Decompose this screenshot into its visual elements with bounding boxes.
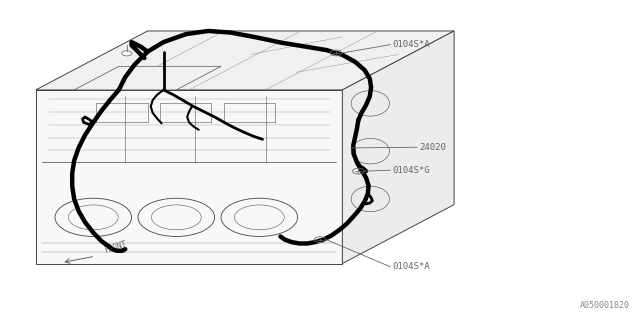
Text: 0104S*A: 0104S*A — [393, 40, 431, 49]
Text: FRONT: FRONT — [103, 240, 127, 255]
Text: A050001820: A050001820 — [580, 301, 630, 310]
Polygon shape — [74, 66, 221, 90]
Circle shape — [122, 51, 132, 56]
Text: 24020: 24020 — [419, 143, 446, 152]
Polygon shape — [342, 31, 454, 264]
Polygon shape — [36, 90, 342, 264]
Text: 0104S*G: 0104S*G — [393, 166, 431, 175]
Text: 0104S*A: 0104S*A — [393, 262, 431, 271]
Polygon shape — [36, 31, 454, 90]
